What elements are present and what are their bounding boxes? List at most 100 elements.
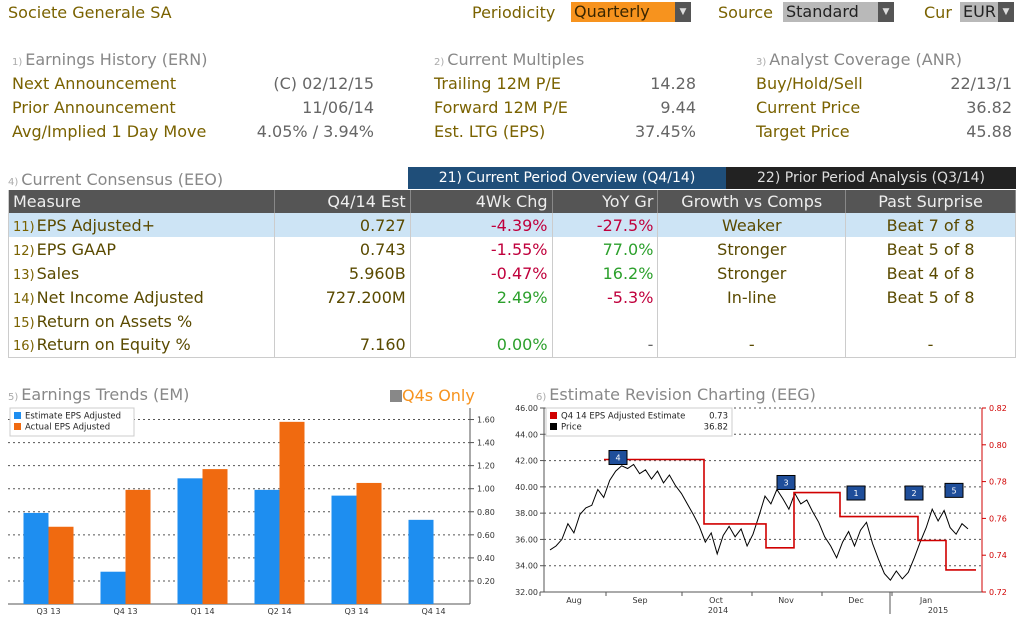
event-marker	[608, 450, 628, 466]
event-marker	[904, 485, 924, 501]
x-tick-label: Q3 13	[36, 607, 60, 616]
earnings-trends-header[interactable]: 5) Earnings Trends (EM)	[8, 385, 190, 404]
bar-estimate	[254, 489, 280, 604]
forward-pe-label: Forward 12M P/E	[434, 98, 568, 117]
measure-cell[interactable]: 15) Return on Assets %	[8, 309, 275, 333]
measure-cell[interactable]: 14) Net Income Adjusted	[8, 285, 275, 309]
left-y-tick-label: 34.00	[515, 562, 538, 571]
bar-estimate	[177, 478, 203, 604]
current-price-label: Current Price	[756, 98, 861, 117]
col-4wk-chg[interactable]: 4Wk Chg	[410, 190, 553, 213]
est-ltg-label: Est. LTG (EPS)	[434, 122, 546, 141]
y-tick-label: 1.20	[477, 462, 495, 471]
periodicity-select[interactable]: Quarterly	[571, 2, 675, 22]
estimate-cell: 5.960B	[274, 261, 411, 285]
col-yoy-gr[interactable]: YoY Gr	[552, 190, 659, 213]
price-line	[549, 463, 969, 582]
y-tick-label: 0.80	[477, 508, 495, 517]
past-surprise-cell: Beat 5 of 8	[845, 285, 1016, 309]
currency-select[interactable]: EUR	[960, 2, 998, 22]
periodicity-dropdown-icon[interactable]: ▼	[675, 2, 691, 22]
bar-estimate	[100, 571, 126, 604]
trailing-pe-label: Trailing 12M P/E	[434, 74, 561, 93]
periodicity-label: Periodicity	[472, 3, 556, 22]
year-label: 2014	[708, 606, 728, 615]
estimate-revision-header[interactable]: 6) Estimate Revision Charting (EEG)	[536, 385, 816, 404]
current-multiples-header[interactable]: 2) Current Multiples	[434, 50, 585, 69]
measure-cell[interactable]: 13) Sales	[8, 261, 275, 285]
target-price-value: 45.88	[966, 122, 1012, 141]
measure-label: EPS GAAP	[36, 239, 117, 259]
4wk-chg-cell: -1.55%	[410, 237, 553, 261]
past-surprise-cell	[845, 309, 1016, 333]
estimate-cell: 0.743	[274, 237, 411, 261]
est-ltg-value: 37.45%	[634, 122, 696, 141]
currency-dropdown-icon[interactable]: ▼	[998, 2, 1014, 22]
analyst-coverage-title: Analyst Coverage (ANR)	[769, 50, 963, 69]
table-row[interactable]: 14) Net Income Adjusted 727.200M 2.49% -5.3%…	[8, 285, 1016, 309]
current-price-value: 36.82	[966, 98, 1012, 117]
col-estimate[interactable]: Q4/14 Est	[274, 190, 411, 213]
yoy-gr-cell: -27.5%	[552, 213, 659, 237]
consensus-table: Measure Q4/14 Est 4Wk Chg YoY Gr Growth …	[8, 190, 1016, 358]
measure-label: Net Income Adjusted	[36, 287, 204, 307]
source-dropdown-icon[interactable]: ▼	[878, 2, 894, 22]
measure-label: Sales	[36, 263, 80, 283]
avg-move-value: 4.05% / 3.94%	[256, 122, 374, 141]
event-marker-label: 4	[615, 454, 620, 463]
table-row[interactable]: 12) EPS GAAP 0.743 -1.55% 77.0% Stronger Beat …	[8, 237, 1016, 261]
measure-label: Return on Equity %	[36, 335, 191, 355]
bar-actual	[202, 469, 228, 604]
legend-label: Q4 14 EPS Adjusted Estimate	[561, 412, 685, 422]
source-select[interactable]: Standard	[783, 2, 878, 22]
table-row[interactable]: 15) Return on Assets %	[8, 309, 1016, 333]
estimate-cell	[274, 309, 411, 333]
legend-swatch	[14, 423, 21, 430]
measure-label: Return on Assets %	[36, 311, 193, 331]
y-tick-label: 1.60	[477, 416, 495, 425]
bar-actual	[356, 482, 382, 604]
x-tick-label: Nov	[778, 596, 794, 605]
past-surprise-cell: Beat 7 of 8	[845, 213, 1016, 237]
4wk-chg-cell: 0.00%	[410, 333, 553, 358]
checkbox-icon[interactable]	[390, 390, 402, 402]
estimate-revision-chart: 32.00 34.00 36.00 38.00 40.00 42.00 44.00 46.00…	[504, 404, 1022, 622]
y-tick-label: 1.00	[477, 485, 495, 494]
earnings-history-title: Earnings History (ERN)	[25, 50, 208, 69]
growth-vs-comps-cell	[657, 309, 847, 333]
event-marker	[944, 482, 964, 498]
legend-value: 36.82	[704, 423, 728, 433]
growth-vs-comps-cell: In-line	[657, 285, 847, 309]
measure-cell[interactable]: 16) Return on Equity %	[8, 333, 275, 358]
currency-label: Cur	[924, 3, 952, 22]
tab-current-period[interactable]: 21) Current Period Overview (Q4/14)	[408, 167, 726, 189]
buy-hold-sell-label: Buy/Hold/Sell	[756, 74, 863, 93]
row-index: 11)	[13, 219, 35, 235]
4wk-chg-cell: -4.39%	[410, 213, 553, 237]
col-growth-vs-comps[interactable]: Growth vs Comps	[657, 190, 847, 213]
table-row[interactable]: 13) Sales 5.960B -0.47% 16.2% Stronger Beat 4 …	[8, 261, 1016, 285]
growth-vs-comps-cell: Weaker	[657, 213, 847, 237]
table-row[interactable]: 11) EPS Adjusted+ 0.727 -4.39% -27.5% Weaker B…	[8, 213, 1016, 237]
x-tick-label: Sep	[632, 596, 647, 605]
right-y-tick-label: 0.76	[989, 514, 1007, 523]
analyst-coverage-header[interactable]: 3) Analyst Coverage (ANR)	[756, 50, 963, 69]
left-y-tick-label: 36.00	[515, 535, 538, 544]
tab-prior-period[interactable]: 22) Prior Period Analysis (Q3/14)	[726, 167, 1016, 189]
bar-estimate	[23, 512, 49, 604]
earnings-history-header[interactable]: 1) Earnings History (ERN)	[12, 50, 208, 69]
col-past-surprise[interactable]: Past Surprise	[845, 190, 1016, 213]
left-y-tick-label: 44.00	[515, 430, 538, 439]
table-row[interactable]: 16) Return on Equity % 7.160 0.00% - - -	[8, 333, 1016, 358]
q4s-only-toggle[interactable]: Q4s Only	[390, 386, 475, 405]
col-measure[interactable]: Measure	[8, 190, 275, 213]
measure-cell[interactable]: 11) EPS Adjusted+	[8, 213, 275, 237]
y-tick-label: 1.40	[477, 439, 495, 448]
4wk-chg-cell: 2.49%	[410, 285, 553, 309]
yoy-gr-cell: -	[552, 333, 659, 358]
avg-move-label: Avg/Implied 1 Day Move	[12, 122, 207, 141]
measure-cell[interactable]: 12) EPS GAAP	[8, 237, 275, 261]
right-y-tick-label: 0.80	[989, 441, 1007, 450]
legend-value: 0.73	[709, 412, 728, 422]
past-surprise-cell: Beat 4 of 8	[845, 261, 1016, 285]
